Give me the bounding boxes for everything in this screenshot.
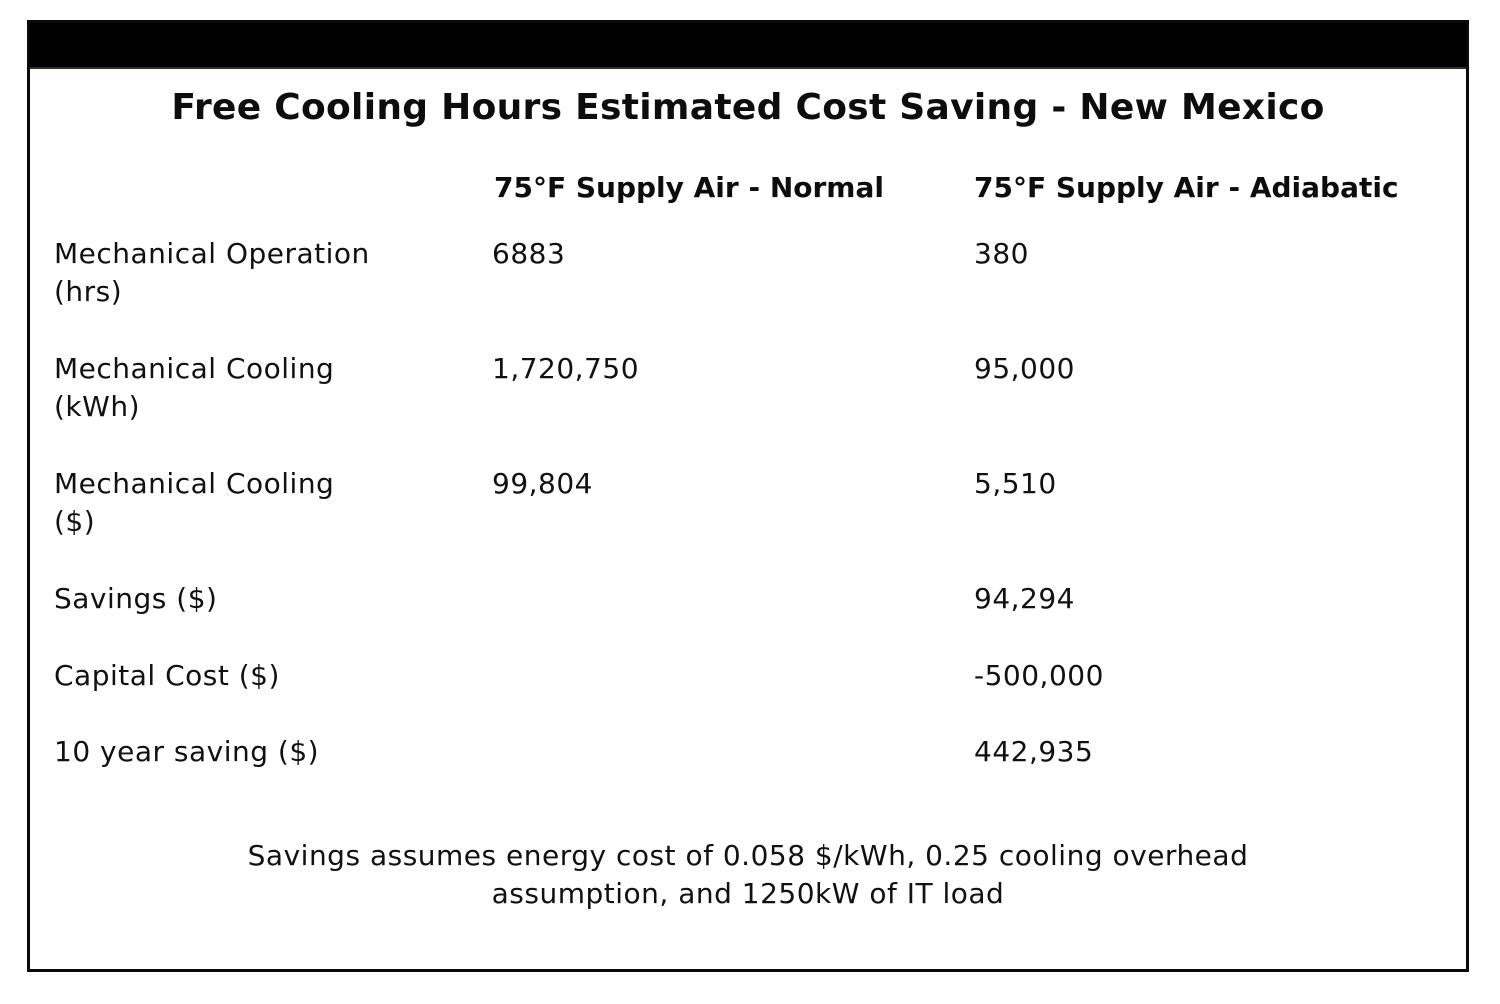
row-label: Mechanical Cooling (kWh) (54, 350, 434, 426)
footnote-line2: assumption, and 1250kW of IT load (491, 877, 1005, 910)
row-label-line2: ($) (54, 505, 96, 538)
cell-normal: 1,720,750 (492, 352, 640, 385)
footnote: Savings assumes energy cost of 0.058 $/k… (150, 837, 1346, 913)
row-label-line1: 10 year saving ($) (54, 735, 320, 768)
row-label-line1: Capital Cost ($) (54, 659, 280, 692)
column-header-normal: 75°F Supply Air - Normal (494, 171, 884, 204)
footnote-line1: Savings assumes energy cost of 0.058 $/k… (247, 839, 1249, 872)
cell-adiabatic: 5,510 (974, 467, 1057, 500)
cell-adiabatic: 94,294 (974, 582, 1075, 615)
cell-adiabatic: -500,000 (974, 659, 1104, 692)
header-bar (30, 23, 1466, 69)
row-label-line2: (kWh) (54, 390, 140, 423)
row-label: Capital Cost ($) (54, 657, 434, 695)
cell-adiabatic: 95,000 (974, 352, 1075, 385)
row-label: Mechanical Cooling ($) (54, 465, 434, 541)
cell-adiabatic: 380 (974, 237, 1029, 270)
table-frame: Free Cooling Hours Estimated Cost Saving… (27, 20, 1469, 972)
table-title: Free Cooling Hours Estimated Cost Saving… (171, 87, 1325, 128)
cell-normal: 6883 (492, 237, 566, 270)
row-label-line1: Mechanical Cooling (54, 352, 335, 385)
cell-normal: 99,804 (492, 467, 593, 500)
row-label: Mechanical Operation (hrs) (54, 235, 434, 311)
row-label-line1: Savings ($) (54, 582, 218, 615)
row-label: Savings ($) (54, 580, 434, 618)
row-label-line2: (hrs) (54, 275, 123, 308)
row-label-line1: Mechanical Operation (54, 237, 370, 270)
row-label-line1: Mechanical Cooling (54, 467, 335, 500)
column-header-adiabatic: 75°F Supply Air - Adiabatic (974, 171, 1399, 204)
cell-adiabatic: 442,935 (974, 735, 1094, 768)
row-label: 10 year saving ($) (54, 733, 434, 771)
